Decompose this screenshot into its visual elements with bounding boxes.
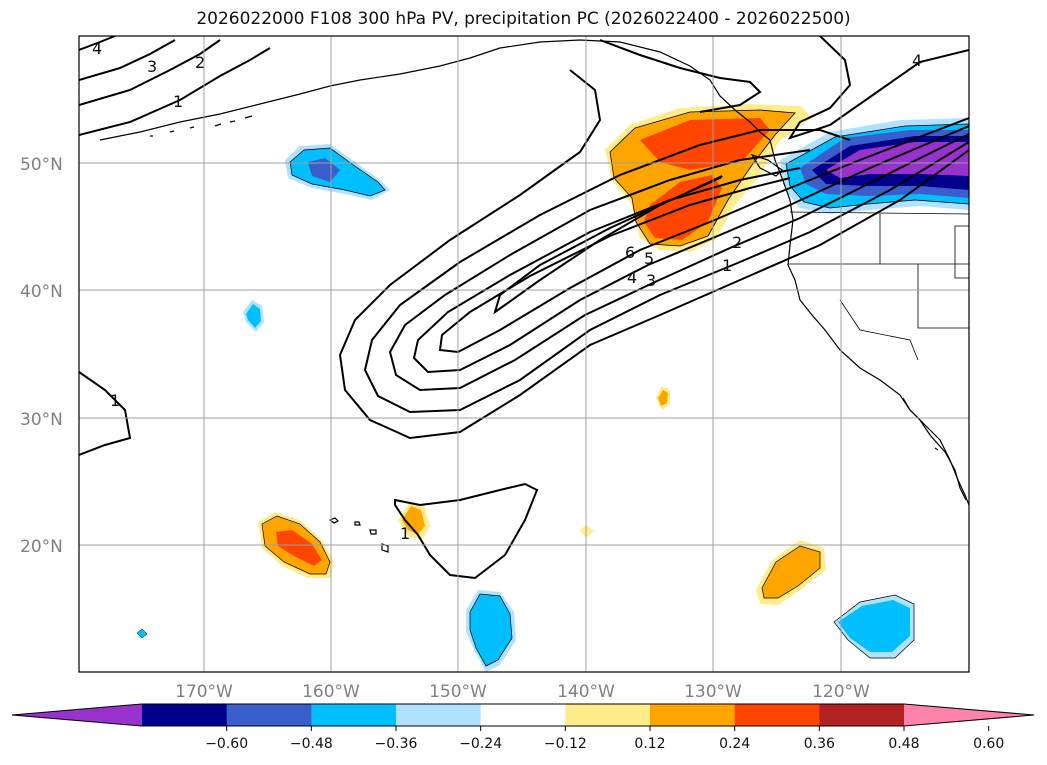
colorbar-tick-label: −0.48	[290, 736, 333, 752]
colorbar-swatch	[565, 704, 651, 726]
contour-label: 1	[110, 391, 120, 410]
lat-label: 30°N	[20, 410, 63, 430]
lon-label: 160°W	[302, 682, 360, 702]
lon-label: 120°W	[812, 682, 870, 702]
lat-label: 20°N	[20, 537, 63, 557]
colorbar-swatch	[142, 704, 228, 726]
lon-label: 150°W	[429, 682, 487, 702]
colorbar-swatch	[734, 704, 820, 726]
colorbar-swatch	[650, 704, 736, 726]
colorbar-swatch	[396, 704, 482, 726]
contour-label: 1	[400, 524, 410, 543]
contour-label: 5	[644, 249, 654, 268]
lat-label: 50°N	[20, 155, 63, 175]
colorbar-tick-label: −0.12	[544, 736, 587, 752]
colorbar-tick-label: −0.24	[459, 736, 502, 752]
colorbar-extend-low	[12, 704, 142, 726]
plot-title: 2026022000 F108 300 hPa PV, precipitatio…	[196, 9, 851, 29]
colorbar-swatch	[226, 704, 312, 726]
contour-label: 2	[195, 53, 205, 72]
colorbar-tick-label: 0.60	[973, 736, 1004, 752]
contour-label: 6	[625, 243, 635, 262]
map-panel: 4 3 2 1 6 5 4 3 2 1 1 1 4	[79, 36, 969, 672]
contour-label: 3	[646, 271, 656, 290]
colorbar-tick-label: 0.48	[888, 736, 919, 752]
colorbar-outline	[11, 703, 1035, 727]
contour-label: 4	[627, 268, 637, 287]
contour-label: 3	[147, 57, 157, 76]
colorbar-tick-label: 0.12	[634, 736, 665, 752]
pv-contours	[79, 36, 969, 580]
colorbar-swatch	[311, 704, 397, 726]
colorbar: −0.60 −0.48 −0.36 −0.24 −0.12 0.12 0.24 0.36 0.4…	[11, 703, 1035, 752]
lon-label: 140°W	[557, 682, 615, 702]
colorbar-tick-label: 0.36	[804, 736, 835, 752]
political-borders	[788, 211, 969, 361]
lon-label: 130°W	[684, 682, 742, 702]
contour-label: 2	[732, 233, 742, 252]
colorbar-swatch	[819, 704, 905, 726]
latitude-labels: 50°N 40°N 30°N 20°N	[20, 155, 63, 557]
colorbar-tick-label: 0.24	[719, 736, 750, 752]
colorbar-tick-label: −0.36	[375, 736, 418, 752]
coastlines	[99, 39, 969, 553]
contour-label: 1	[722, 256, 732, 275]
contour-labels: 4 3 2 1 6 5 4 3 2 1 1 1 4	[92, 39, 922, 543]
colorbar-extend-high	[904, 704, 1034, 726]
lat-label: 40°N	[20, 282, 63, 302]
lon-label: 170°W	[175, 682, 233, 702]
contour-label: 1	[173, 92, 183, 111]
contour-label: 4	[912, 51, 922, 70]
contour-label: 4	[92, 39, 102, 58]
longitude-labels: 170°W 160°W 150°W 140°W 130°W 120°W	[175, 682, 870, 702]
graticule	[79, 36, 969, 672]
colorbar-tick-label: −0.60	[205, 736, 248, 752]
map-frame	[78, 35, 970, 673]
colorbar-swatch	[480, 704, 566, 726]
